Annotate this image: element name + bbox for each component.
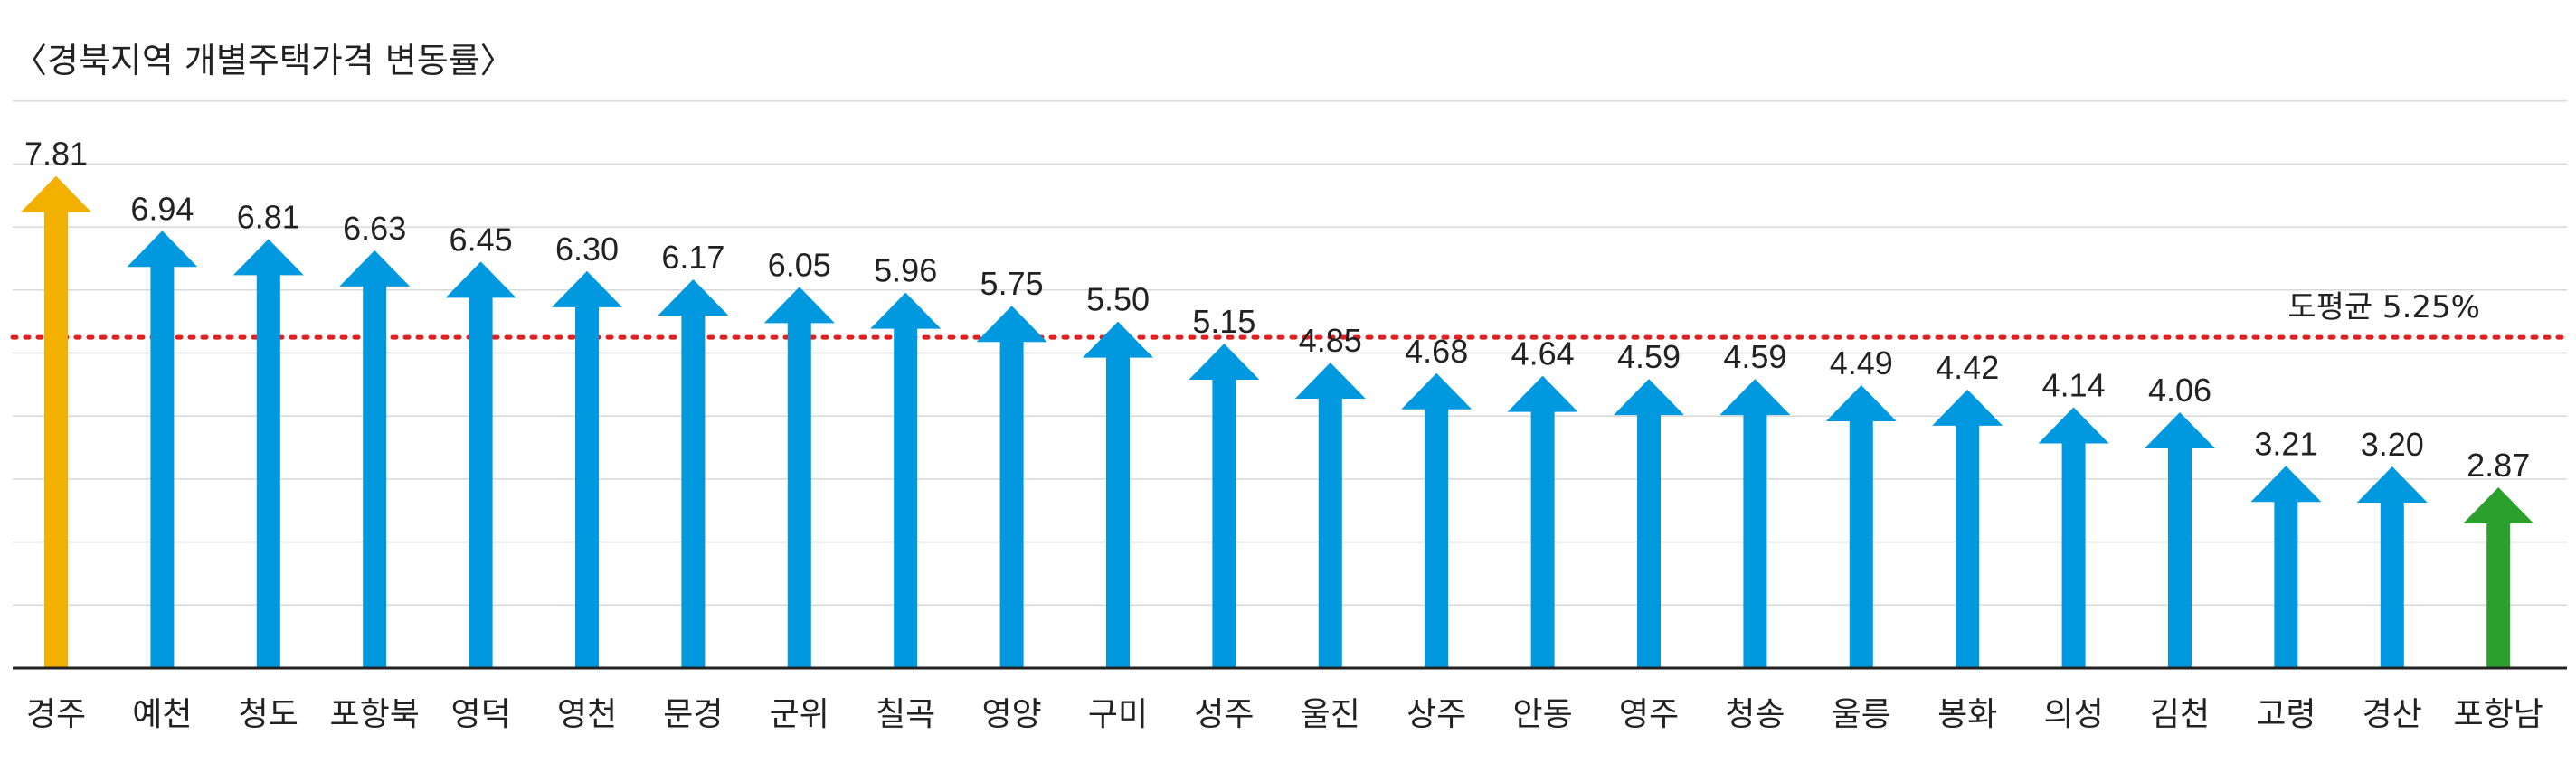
category-label: 포항북	[330, 696, 420, 733]
value-label: 3.20	[2361, 426, 2424, 463]
category-label: 영양	[981, 696, 1041, 733]
bar-칠곡	[870, 292, 942, 668]
value-label: 4.68	[1405, 333, 1468, 370]
category-label: 영덕	[450, 696, 510, 733]
value-label: 5.50	[1086, 281, 1150, 318]
category-label: 울진	[1301, 696, 1360, 733]
value-label: 6.30	[555, 231, 619, 268]
category-label: 김천	[2150, 696, 2210, 733]
value-labels: 7.81 6.94 6.81 6.63 6.45 6.30 6.17 6.05 5.96 5.75…	[24, 136, 2530, 484]
value-label: 4.06	[2148, 372, 2211, 409]
value-label: 3.21	[2254, 425, 2317, 462]
category-label: 영천	[557, 696, 617, 733]
category-label: 봉화	[1937, 696, 1997, 733]
value-label: 6.63	[343, 210, 406, 247]
category-label: 문경	[663, 696, 723, 733]
bar-영양	[976, 306, 1047, 668]
bar-경주	[21, 175, 91, 668]
value-label: 4.49	[1830, 344, 1893, 382]
bar-울릉	[1825, 385, 1897, 668]
category-label: 성주	[1194, 696, 1254, 733]
bar-울진	[1294, 362, 1366, 668]
category-label: 예천	[132, 696, 192, 733]
bar-군위	[763, 287, 835, 668]
bar-포항북	[339, 250, 411, 668]
bar-안동	[1507, 375, 1578, 668]
bar-고령	[2250, 466, 2322, 668]
value-label: 4.59	[1617, 338, 1681, 375]
value-label: 4.42	[1936, 349, 1999, 386]
chart-title: 〈경북지역 개별주택가격 변동률〉	[13, 41, 515, 80]
value-label: 6.45	[450, 221, 513, 258]
average-line-group: 도평균 5.25%	[10, 289, 2570, 340]
average-label: 도평균 5.25%	[2287, 289, 2480, 325]
value-label: 6.17	[661, 239, 724, 276]
bar-성주	[1189, 344, 1260, 668]
category-label: 포항남	[2454, 696, 2543, 733]
bar-봉화	[1932, 389, 2003, 668]
bar-청송	[1719, 379, 1791, 668]
bars	[21, 175, 2534, 669]
bar-영덕	[445, 261, 516, 668]
bar-영주	[1614, 379, 1684, 668]
value-label: 5.96	[874, 252, 937, 289]
category-label: 군위	[770, 696, 829, 733]
category-label: 의성	[2043, 696, 2103, 733]
category-labels: 경주 예천 청도 포항북 영덕 영천 문경 군위 칠곡 영양 구미 성주 울진 상주 안동 영주 청송 울릉 봉화 의…	[26, 696, 2543, 733]
value-label: 4.64	[1511, 335, 1575, 372]
category-label: 울릉	[1832, 696, 1891, 733]
bar-김천	[2145, 412, 2215, 668]
category-label: 상주	[1406, 696, 1466, 733]
value-label: 6.81	[237, 198, 300, 235]
category-label: 안동	[1512, 696, 1572, 733]
category-label: 칠곡	[876, 696, 935, 733]
category-label: 구미	[1088, 696, 1148, 733]
bar-상주	[1401, 372, 1473, 668]
bar-구미	[1083, 321, 1153, 668]
value-label: 5.15	[1192, 303, 1255, 340]
value-label: 4.14	[2042, 366, 2106, 403]
value-label: 4.59	[1723, 338, 1786, 375]
bar-예천	[127, 231, 198, 669]
value-label: 7.81	[24, 136, 88, 173]
bar-경산	[2356, 466, 2428, 668]
value-label: 5.75	[980, 265, 1044, 302]
category-label: 경산	[2363, 696, 2422, 733]
value-label: 6.05	[768, 246, 831, 283]
bar-문경	[658, 278, 729, 668]
bar-영천	[552, 270, 622, 668]
category-label: 영주	[1619, 696, 1679, 733]
bar-포항남	[2463, 486, 2534, 668]
value-label: 4.85	[1299, 322, 1362, 359]
category-label: 청도	[239, 696, 298, 733]
bar-의성	[2038, 407, 2109, 668]
value-label: 2.87	[2467, 447, 2530, 484]
category-label: 고령	[2256, 696, 2316, 733]
bar-청도	[232, 239, 304, 668]
value-label: 6.94	[130, 190, 194, 227]
gridlines	[13, 99, 2567, 607]
category-label: 경주	[26, 696, 86, 733]
category-label: 청송	[1725, 696, 1785, 733]
